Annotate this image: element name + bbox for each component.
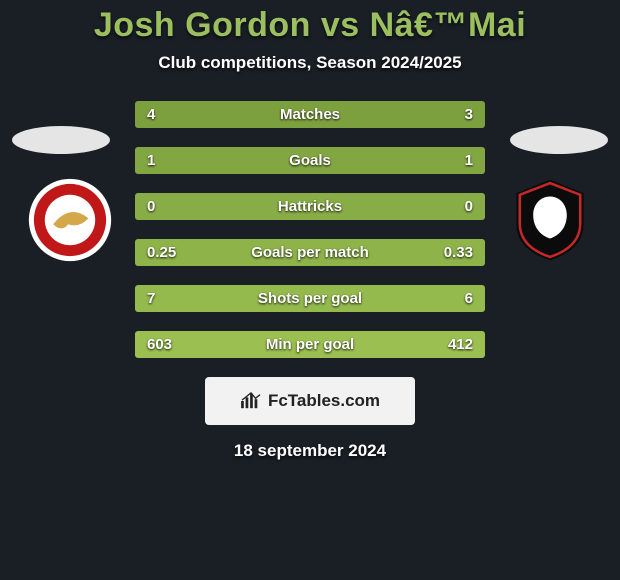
stat-value-right: 3	[465, 101, 473, 128]
stat-value-left: 4	[147, 101, 155, 128]
club-crest-left	[28, 178, 112, 262]
generated-date: 18 september 2024	[0, 441, 620, 461]
player-silhouette-right	[510, 126, 608, 154]
stat-label: Shots per goal	[258, 290, 362, 307]
salford-crest-icon	[508, 178, 592, 262]
stat-label: Goals per match	[251, 244, 369, 261]
stat-value-right: 6	[465, 285, 473, 312]
stat-value-left: 1	[147, 147, 155, 174]
page-title: Josh Gordon vs Nâ€™Mai	[0, 6, 620, 45]
stat-row: 0.25 Goals per match 0.33	[135, 239, 485, 266]
stat-row: 0 Hattricks 0	[135, 193, 485, 220]
stat-value-left: 7	[147, 285, 155, 312]
stat-row: 603 Min per goal 412	[135, 331, 485, 358]
stat-label: Matches	[280, 106, 340, 123]
stat-row: 7 Shots per goal 6	[135, 285, 485, 312]
stat-value-right: 1	[465, 147, 473, 174]
stat-label: Min per goal	[266, 336, 354, 353]
walsall-crest-icon	[28, 178, 112, 262]
player-silhouette-left	[12, 126, 110, 154]
club-crest-right	[508, 178, 592, 262]
stat-value-right: 0.33	[444, 239, 473, 266]
stat-value-right: 412	[448, 331, 473, 358]
stat-label: Goals	[289, 152, 331, 169]
stat-row: 4 Matches 3	[135, 101, 485, 128]
stats-table: 4 Matches 3 1 Goals 1 0 Hattricks 0 0.25…	[135, 101, 485, 358]
brand-badge: FcTables.com	[205, 377, 415, 425]
brand-label: FcTables.com	[268, 391, 380, 411]
stat-value-left: 0.25	[147, 239, 176, 266]
stat-label: Hattricks	[278, 198, 342, 215]
stat-value-left: 0	[147, 193, 155, 220]
stat-value-left: 603	[147, 331, 172, 358]
page-subtitle: Club competitions, Season 2024/2025	[0, 53, 620, 73]
stat-value-right: 0	[465, 193, 473, 220]
stat-row: 1 Goals 1	[135, 147, 485, 174]
bar-chart-icon	[240, 392, 262, 410]
